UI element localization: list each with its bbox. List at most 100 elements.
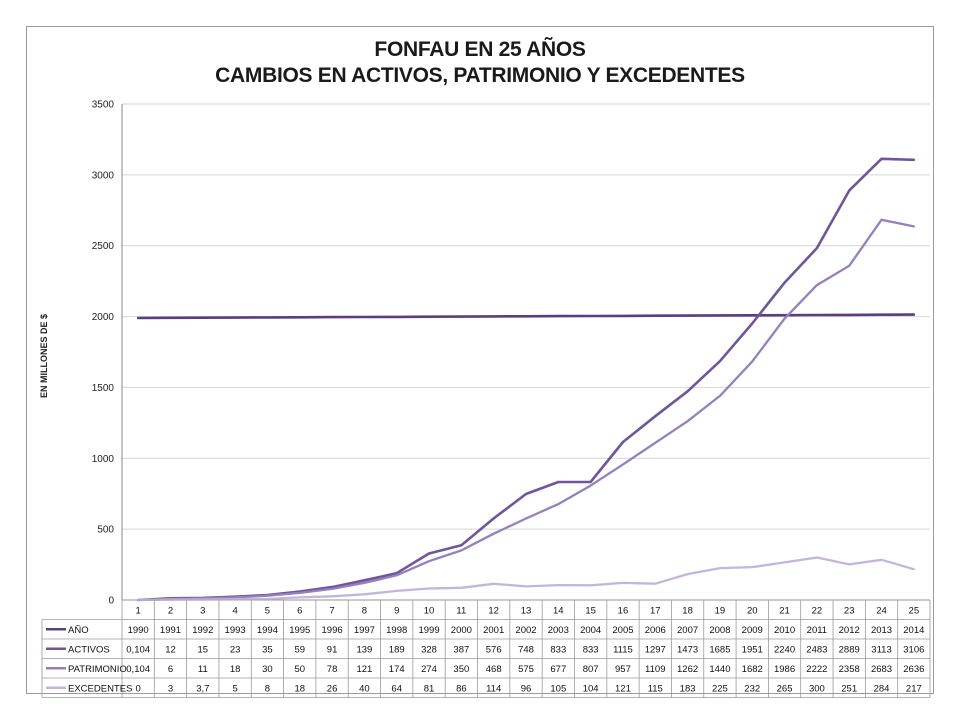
data-label: 2222 [806, 664, 827, 675]
data-label: 12 [165, 644, 176, 655]
data-label: 121 [356, 664, 372, 675]
data-label: 576 [486, 644, 502, 655]
data-label: 807 [583, 664, 599, 675]
data-label: 748 [518, 644, 534, 655]
data-label: 18 [294, 683, 305, 694]
data-label: 8 [265, 683, 270, 694]
data-label: 96 [521, 683, 532, 694]
data-label: 1262 [677, 664, 698, 675]
data-label: 2009 [742, 625, 763, 636]
x-tick-label: 25 [909, 605, 920, 616]
data-label: 350 [453, 664, 469, 675]
data-label: 40 [359, 683, 370, 694]
data-label: 1990 [128, 625, 149, 636]
data-label: 1115 [613, 644, 633, 655]
data-label: 1998 [386, 625, 407, 636]
data-label: 1993 [225, 625, 246, 636]
data-label: 300 [809, 683, 825, 694]
x-tick-label: 10 [424, 605, 435, 616]
series-line-2 [137, 218, 915, 602]
y-tick-label: 2000 [92, 312, 115, 323]
data-label: 139 [356, 644, 372, 655]
data-label: 183 [680, 683, 696, 694]
y-tick-label: 3000 [92, 170, 115, 181]
data-label: 2889 [839, 644, 860, 655]
data-label: 468 [486, 664, 502, 675]
data-label: 265 [777, 683, 793, 694]
x-tick-label: 15 [585, 605, 596, 616]
series-line-0 [136, 313, 916, 320]
data-label: 78 [327, 664, 338, 675]
data-label: 232 [744, 683, 760, 694]
data-label: 11 [198, 664, 208, 675]
x-tick-label: 16 [618, 605, 629, 616]
data-label: 0,104 [126, 664, 150, 675]
data-label: 0 [136, 683, 141, 694]
data-label: 217 [906, 683, 922, 694]
x-tick-label: 24 [876, 605, 887, 616]
data-label: 2483 [806, 644, 827, 655]
x-tick-label: 6 [297, 605, 302, 616]
data-label: 2683 [871, 664, 892, 675]
x-tick-label: 20 [747, 605, 758, 616]
y-tick-label: 1500 [92, 383, 115, 394]
data-label: 1997 [354, 625, 375, 636]
data-label: 0,104 [126, 644, 150, 655]
data-label: 104 [583, 683, 599, 694]
data-label: 1995 [289, 625, 310, 636]
y-tick-label: 1000 [92, 454, 115, 465]
data-label: 1297 [645, 644, 666, 655]
x-tick-label: 3 [200, 605, 205, 616]
data-label: 2003 [548, 625, 569, 636]
data-label: 2012 [839, 625, 860, 636]
data-label: 274 [421, 664, 437, 675]
data-label: 1440 [709, 664, 730, 675]
data-label: 2358 [839, 664, 860, 675]
data-label: 2008 [709, 625, 730, 636]
data-label: 174 [389, 664, 405, 675]
data-label: 189 [389, 644, 405, 655]
x-tick-label: 7 [329, 605, 334, 616]
data-label: 50 [294, 664, 305, 675]
data-label: 105 [550, 683, 566, 694]
data-label: 833 [550, 644, 566, 655]
data-label: 328 [421, 644, 437, 655]
data-label: 1986 [774, 664, 795, 675]
data-label: 30 [262, 664, 273, 675]
x-tick-label: 19 [715, 605, 726, 616]
data-label: 225 [712, 683, 728, 694]
data-label: 26 [327, 683, 338, 694]
data-label: 115 [648, 683, 663, 694]
data-label: 1685 [709, 644, 730, 655]
x-tick-label: 13 [521, 605, 532, 616]
data-label: 1991 [160, 625, 181, 636]
x-tick-label: 2 [168, 605, 173, 616]
data-label: 2014 [903, 625, 924, 636]
data-label: 2002 [515, 625, 536, 636]
data-label: 2010 [774, 625, 795, 636]
data-label: 3106 [903, 644, 924, 655]
series-line-1 [136, 157, 916, 602]
legend-label: EXCEDENTES [68, 683, 132, 694]
data-label: 114 [486, 683, 501, 694]
x-tick-label: 18 [682, 605, 693, 616]
data-label: 575 [518, 664, 534, 675]
x-tick-label: 11 [456, 605, 466, 616]
legend-label: ACTIVOS [68, 644, 110, 655]
data-label: 81 [424, 683, 435, 694]
data-label: 15 [198, 644, 209, 655]
y-tick-label: 500 [97, 525, 114, 536]
data-label: 387 [453, 644, 469, 655]
x-tick-label: 23 [844, 605, 855, 616]
data-label: 2011 [807, 625, 827, 636]
data-label: 86 [456, 683, 467, 694]
data-label: 2000 [451, 625, 472, 636]
data-label: 59 [294, 644, 305, 655]
data-label: 64 [391, 683, 402, 694]
data-label: 284 [874, 683, 890, 694]
x-tick-label: 9 [394, 605, 399, 616]
data-label: 3 [168, 683, 173, 694]
data-label: 18 [230, 664, 241, 675]
data-label: 2013 [871, 625, 892, 636]
data-label: 1951 [742, 644, 763, 655]
